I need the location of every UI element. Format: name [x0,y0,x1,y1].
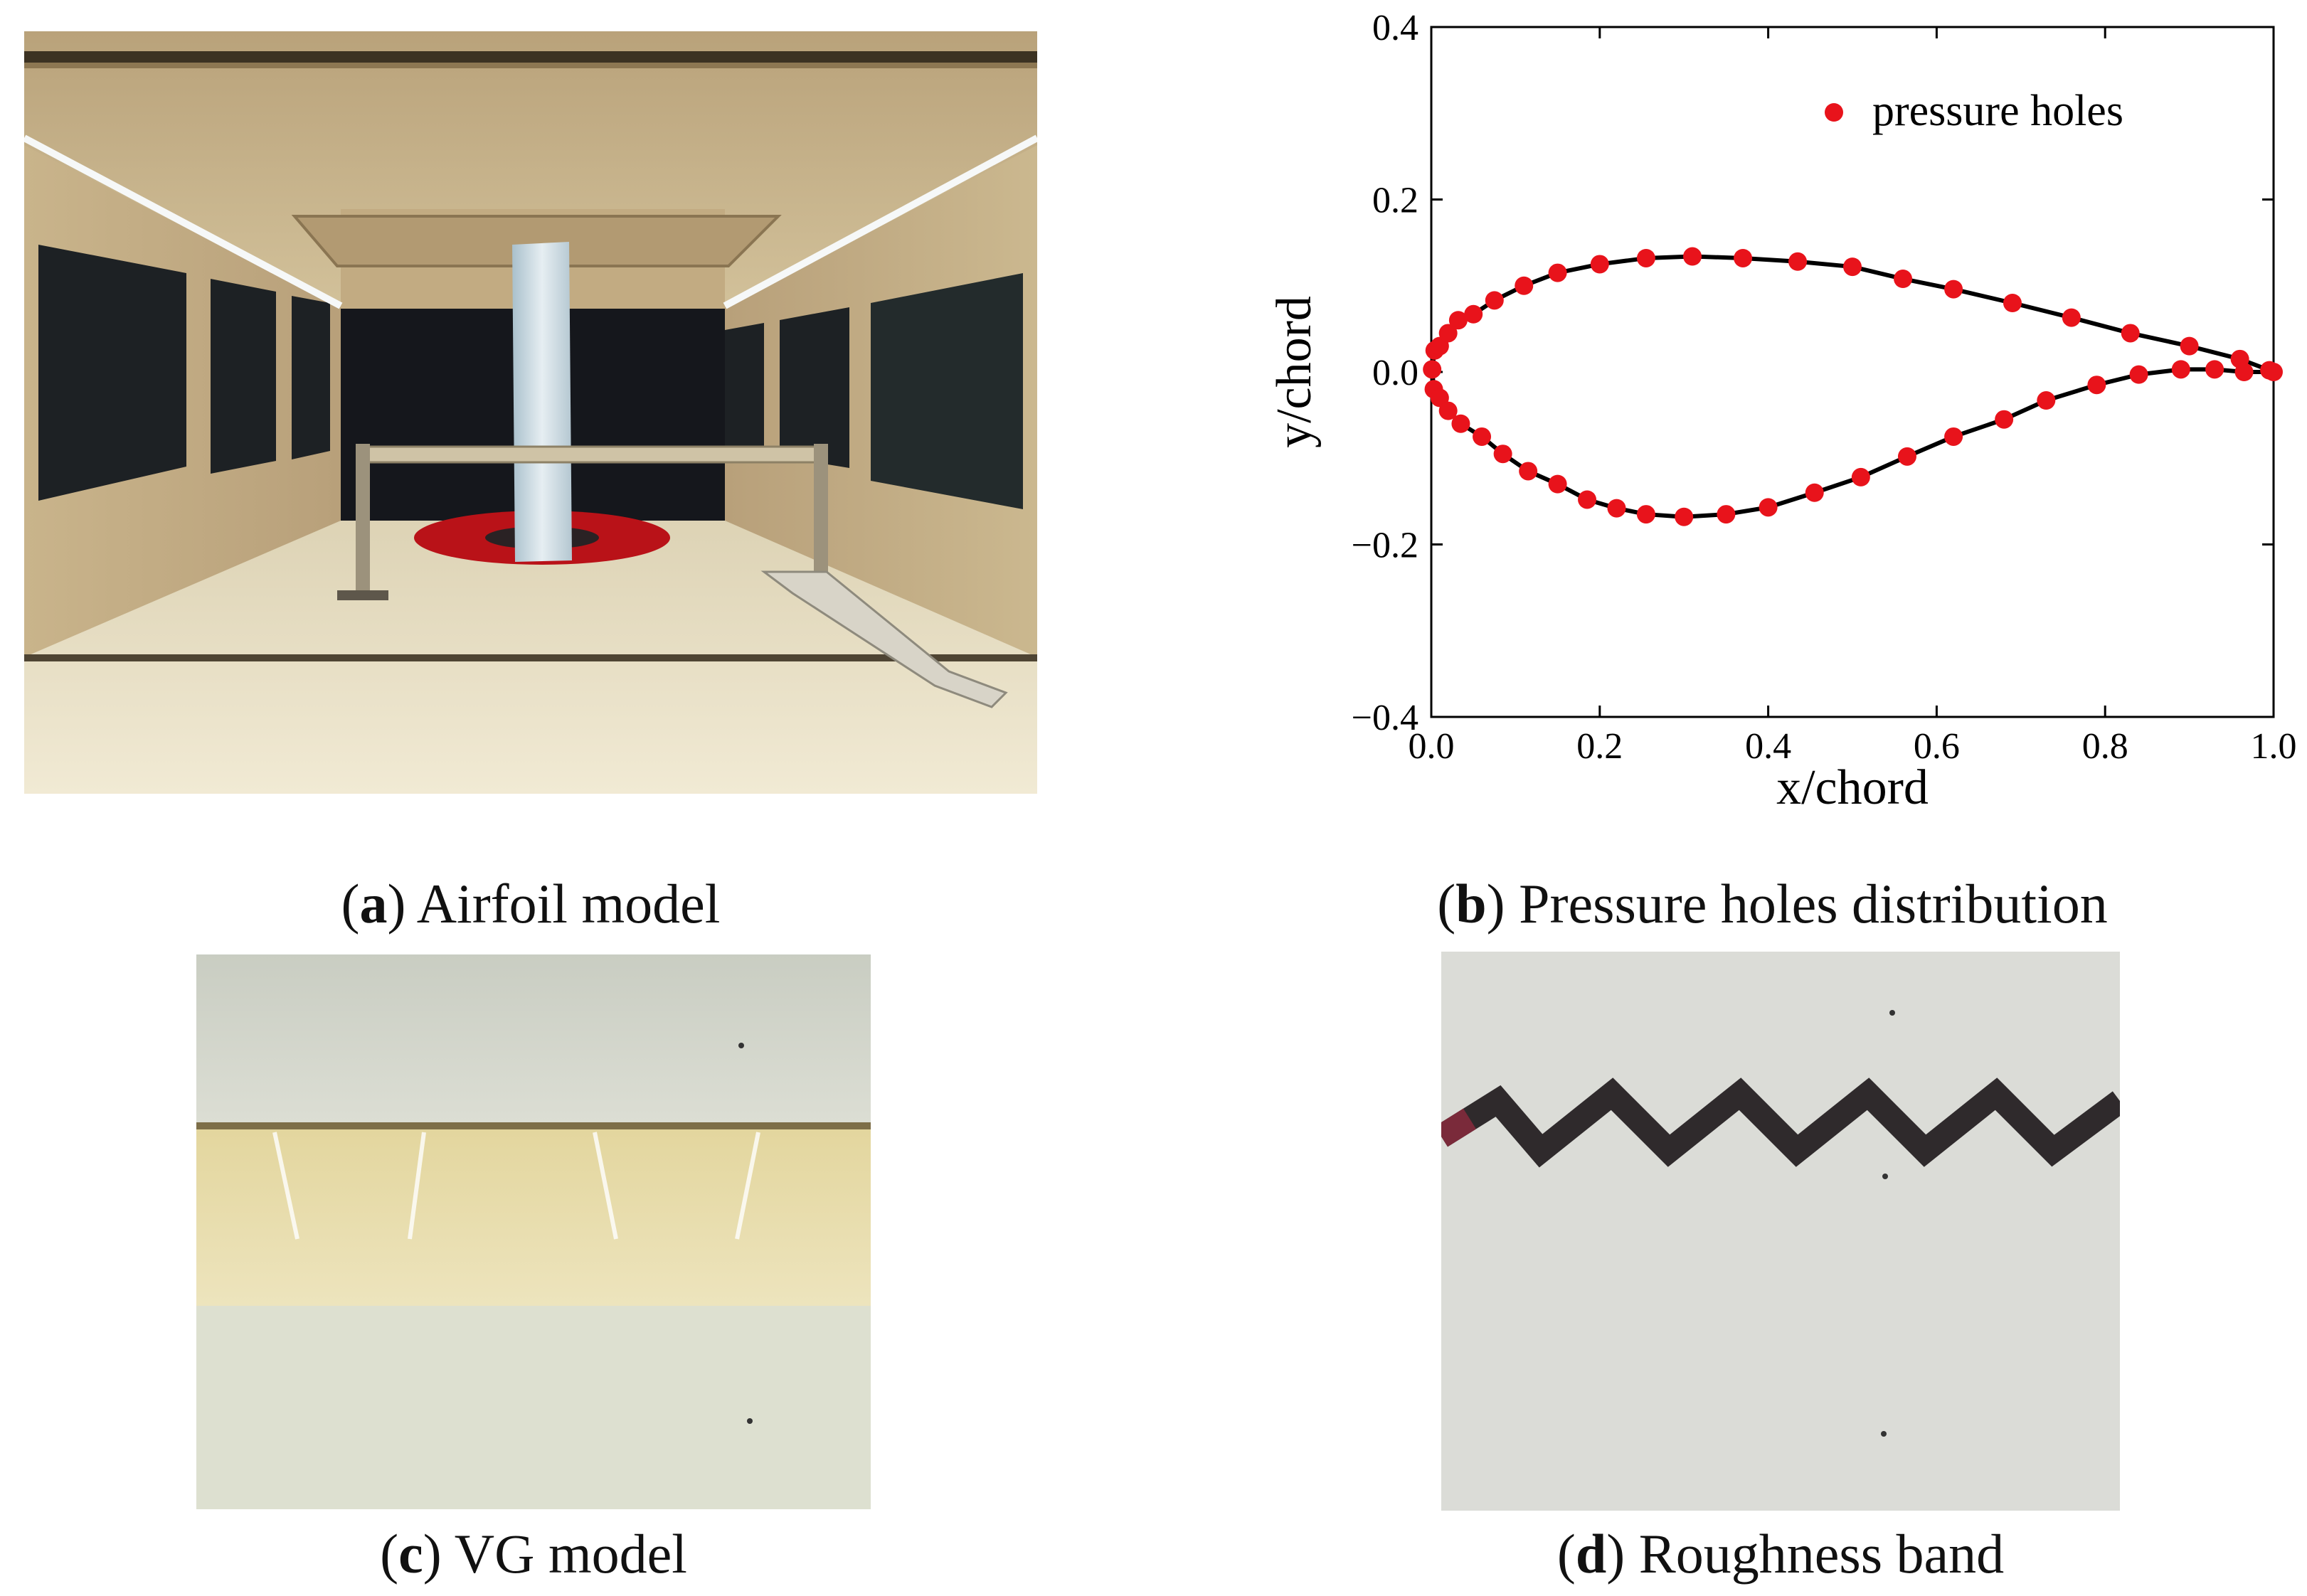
pressure-hole-point [2087,376,2106,395]
pressure-hole-point [1548,474,1567,494]
pressure-hole-point [1788,252,1808,271]
y-tick-label: −0.2 [1352,526,1418,566]
pressure-hole-point [1734,248,1753,267]
pressure-hole-point [1578,490,1597,509]
caption-d-text: Roughness band [1638,1523,2005,1585]
caption-a-letter: a [359,873,388,935]
y-tick-label: 0.2 [1372,181,1418,221]
pressure-hole-point [1448,311,1468,330]
x-tick-label: 0.8 [2082,726,2128,767]
vg-model-photo [196,954,871,1509]
caption-d-letter: d [1575,1523,1607,1585]
x-tick-label: 1.0 [2251,726,2297,767]
x-tick-label: 0.6 [1914,726,1960,767]
pressure-hole-point [2234,363,2254,381]
pressure-hole-point [1759,498,1778,517]
legend-label: pressure holes [1872,87,2123,135]
x-tick-label: 0.2 [1576,726,1623,767]
pressure-hole-point [1519,462,1538,481]
pressure-hole-point [1636,505,1655,524]
pressure-hole-point [1423,360,1442,379]
pressure-hole-point [2264,363,2283,381]
y-tick-label: −0.4 [1352,698,1418,738]
pressure-hole-point [1636,248,1655,267]
caption-b-letter: b [1455,873,1487,935]
pressure-hole-point [2003,294,2022,312]
pressure-hole-point [2205,360,2224,379]
pressure-hole-point [1897,447,1916,466]
pressure-hole-point [1451,414,1470,433]
caption-pressure-holes: (b) Pressure holes distribution [1437,873,2108,935]
pressure-hole-point [1607,499,1626,518]
pressure-hole-point [1485,291,1504,310]
pressure-hole-point [1590,255,1609,274]
pressure-hole-point [1683,247,1702,266]
pressure-hole-point [2062,308,2081,327]
pressure-hole-point [1944,280,1963,299]
pressure-hole-point [2037,391,2056,410]
pressure-hole-point [1851,467,1870,486]
caption-vg-model: (c) VG model [380,1523,687,1585]
caption-c-letter: c [398,1523,423,1585]
caption-roughness-band: (d) Roughness band [1556,1523,2005,1585]
pressure-hole-point [1473,427,1492,446]
caption-airfoil-model: (a) Airfoil model [341,873,721,935]
pressure-hole-point [1805,483,1824,502]
pressure-hole-point [1675,507,1694,526]
caption-c-text: VG model [454,1523,687,1585]
chart-legend: pressure holes [1825,87,2123,135]
pressure-hole-point [1843,257,1862,277]
pressure-hole-point [2129,365,2148,384]
legend-marker [1825,103,1843,122]
pressure-hole-point [2171,360,2190,379]
x-axis-label: x/chord [1776,760,1929,815]
pressure-hole-point [1894,270,1913,289]
pressure-hole-point [1464,304,1483,324]
pressure-hole-point [1438,324,1458,343]
caption-a-text: Airfoil model [416,873,721,935]
pressure-hole-point [1995,410,2014,429]
pressure-hole-point [1515,276,1534,295]
pressure-holes-chart: 0.0 0.2 0.4 0.6 0.8 1.0 0.4 0.2 0.0 −0.2 −0.4 x/cho… [1267,8,2297,815]
pressure-hole-point [2121,324,2140,343]
roughness-band-photo [1441,952,2120,1511]
chart-axes: 0.0 0.2 0.4 0.6 0.8 1.0 0.4 0.2 0.0 −0.2 −0.4 x/cho… [1267,8,2297,815]
pressure-hole-point [1548,263,1567,282]
pressure-hole-point [1493,445,1512,464]
pressure-hole-point [1717,505,1736,524]
pressure-hole-point [2180,336,2199,356]
pressure-hole-points [1423,247,2283,526]
x-tick-label: 0.0 [1409,726,1455,767]
airfoil-model-photo [24,31,1037,794]
x-tick-label: 0.4 [1745,726,1791,767]
pressure-hole-point [1438,401,1458,420]
pressure-hole-point [1944,427,1963,446]
y-tick-label: 0.4 [1372,8,1418,48]
caption-b-text: Pressure holes distribution [1519,873,2108,935]
y-axis-label: y/chord [1267,296,1322,448]
y-tick-label: 0.0 [1372,353,1418,393]
